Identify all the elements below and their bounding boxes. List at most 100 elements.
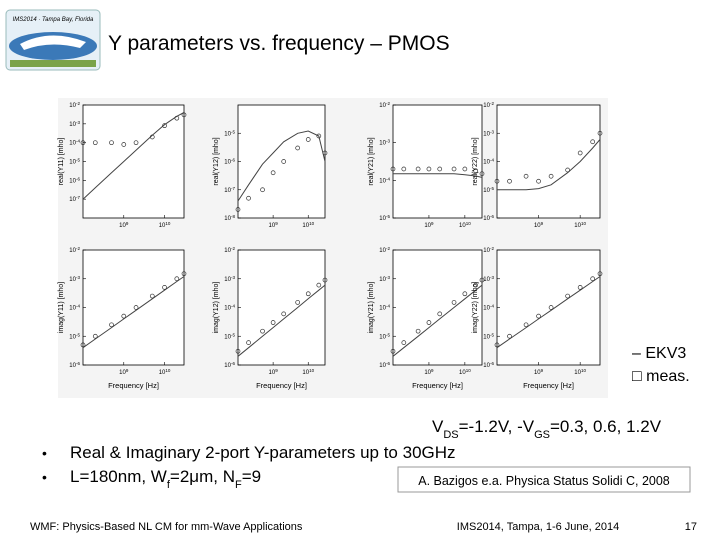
measured-point [149, 293, 155, 299]
plot-area [392, 104, 483, 219]
measured-point [590, 276, 596, 282]
y-tick-label: 10-3 [379, 138, 390, 147]
measured-point [316, 133, 322, 139]
y-tick-label: 10-2 [69, 246, 80, 255]
y-tick-label: 10-2 [69, 101, 80, 110]
measured-point [437, 311, 443, 317]
x-tick-label: 1010 [302, 368, 314, 377]
model-line [237, 130, 326, 202]
measured-point [548, 305, 554, 310]
measured-point [473, 168, 479, 174]
measured-point [597, 130, 603, 136]
y-tick-label: 10-5 [69, 157, 80, 166]
legend-model: – EKV3 [632, 345, 686, 362]
y-tick-label: 10-5 [483, 332, 494, 341]
measured-point [305, 137, 311, 142]
measured-point [109, 322, 114, 328]
plot-area [82, 104, 185, 219]
y-tick-label: 10-4 [69, 303, 80, 312]
model-line [393, 173, 483, 178]
plots: 10-2 10-3 10-4 10-5 10-6 10-7 109 1010 real(Y11)… [58, 101, 603, 390]
plot: 10-2 10-3 10-4 10-5 10-6 10-7 109 1010 real(Y11)… [58, 101, 187, 229]
x-tick-label: 109 [424, 221, 434, 230]
measured-point [577, 150, 583, 156]
bullet-part: =2μm, N [170, 467, 235, 486]
bullet-subscript: f [167, 479, 171, 491]
measured-point [462, 291, 468, 297]
y-tick-label: 10-4 [224, 303, 235, 312]
y-tick-label: 10-3 [69, 119, 80, 128]
measured-point [536, 178, 541, 184]
measured-point [162, 123, 167, 129]
model-line [237, 284, 326, 357]
model-line [82, 276, 185, 349]
x-axis-label: Frequency [Hz] [256, 381, 307, 390]
measured-point [479, 171, 485, 177]
bullet-dot: • [42, 445, 47, 461]
x-tick-label: 109 [269, 221, 279, 230]
page-number: 17 [685, 521, 697, 533]
x-tick-label: 1010 [574, 221, 586, 230]
y-axis-label: imag(Y11) [mho] [58, 282, 65, 333]
y-tick-label: 10-6 [224, 361, 235, 370]
measured-point [260, 328, 265, 334]
measured-point [451, 300, 457, 305]
y-axis-label: imag(Y22) [mho] [472, 282, 479, 334]
x-tick-label: 1010 [574, 368, 586, 377]
measured-point [415, 166, 421, 172]
measured-point [577, 285, 583, 290]
measured-point [92, 140, 98, 146]
model-line [82, 112, 185, 200]
x-tick-label: 109 [269, 368, 279, 377]
measured-point [390, 166, 396, 172]
plot: 10-2 10-3 10-4 10-5 10-6 109 1010 imag(Y21) [mh… [368, 246, 485, 390]
y-tick-label: 10-6 [69, 361, 80, 370]
measured-point [451, 166, 457, 172]
measured-point [92, 333, 98, 339]
measured-point [479, 277, 485, 283]
measured-point [590, 139, 596, 145]
footer-center: IMS2014, Tampa, 1-6 June, 2014 [457, 521, 619, 533]
legend-measured: □ meas. [632, 368, 690, 385]
bias-subscript: GS [534, 429, 550, 441]
measured-point [270, 320, 276, 325]
y-tick-label: 10-2 [379, 101, 390, 110]
y-tick-label: 10-3 [69, 274, 80, 283]
y-axis-label: real(Y22) [mho] [472, 137, 479, 185]
y-tick-label: 10-6 [483, 361, 494, 370]
measured-point [149, 134, 155, 140]
measured-point [523, 322, 529, 328]
measured-point [507, 333, 512, 339]
footer-left: WMF: Physics-Based NL CM for mm-Wave App… [30, 521, 303, 533]
plot: 10-2 10-3 10-4 10-5 10-6 109 1010 imag(Y22) [mh… [472, 246, 603, 390]
measured-point [235, 348, 241, 354]
measured-point [536, 313, 541, 319]
measured-point [494, 178, 500, 184]
x-tick-label: 109 [119, 368, 129, 377]
measured-point [260, 187, 265, 193]
measured-point [80, 342, 86, 348]
y-axis-label: imag(Y21) [mho] [368, 282, 375, 334]
measured-point [565, 293, 570, 299]
measured-point [322, 277, 328, 283]
y-tick-label: 10-7 [69, 195, 80, 204]
measured-point [548, 173, 554, 179]
measured-point [462, 166, 468, 172]
bias-part: =-1.2V, -V [459, 417, 535, 436]
measured-point [295, 300, 301, 305]
y-tick-label: 10-7 [224, 185, 235, 194]
measured-point [597, 271, 603, 277]
model-line [497, 139, 601, 191]
plot-area [237, 249, 326, 366]
y-tick-label: 10-4 [483, 157, 494, 166]
plot: 10-2 10-3 10-4 10-5 10-6 109 1010 real(Y22) [mh… [472, 101, 603, 230]
measured-point [390, 348, 396, 354]
bias-conditions: VDS=-1.2V, -VGS=0.3, 0.6, 1.2V [432, 417, 662, 441]
citation: A. Bazigos e.a. Physica Status Solidi C,… [418, 474, 670, 488]
y-tick-label: 10-6 [483, 214, 494, 223]
y-axis-label: real(Y21) [mho] [368, 137, 375, 185]
plot-area [392, 249, 483, 366]
measured-point [426, 166, 432, 172]
measured-point [494, 342, 500, 348]
